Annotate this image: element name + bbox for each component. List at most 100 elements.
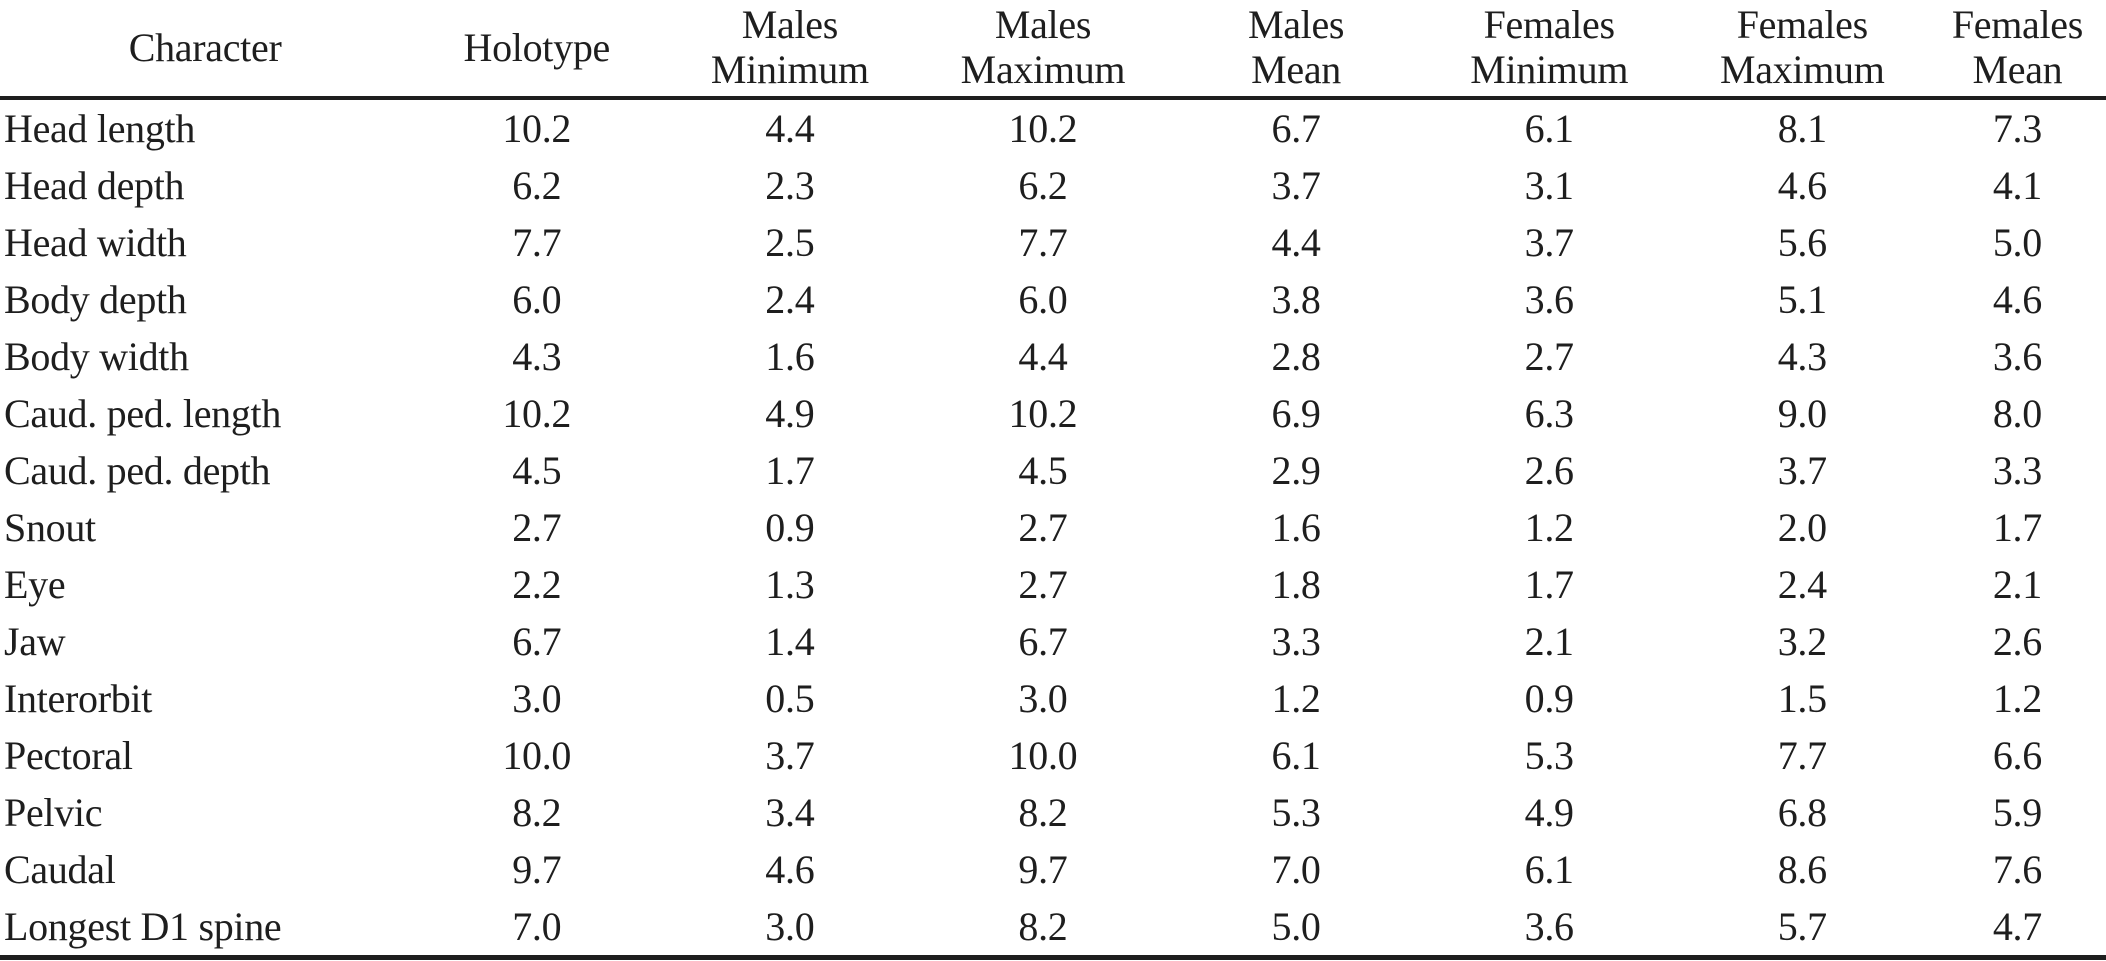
value-cell: 8.2 xyxy=(916,898,1170,960)
value-cell: 1.7 xyxy=(765,447,815,493)
value-cell: 4.7 xyxy=(1928,898,2106,960)
character-cell: Caud. ped. length xyxy=(4,390,282,436)
value-cell: 2.1 xyxy=(1524,618,1574,664)
value-cell: 6.9 xyxy=(1271,390,1321,436)
col-header-females-minimum: Females Minimum xyxy=(1422,0,1676,100)
value-cell: 2.3 xyxy=(765,162,815,208)
value-cell: 1.6 xyxy=(1271,504,1321,550)
value-cell: 1.6 xyxy=(765,333,815,379)
value-cell: 5.0 xyxy=(1169,898,1423,960)
table-row: Interorbit 3.0 0.5 3.0 1.2 0.9 1.5 1.2 xyxy=(0,670,2106,727)
value-cell: 6.7 xyxy=(1018,618,1068,664)
value-cell: 2.4 xyxy=(1777,561,1827,607)
value-cell: 4.6 xyxy=(765,846,815,892)
table-row: Head width 7.7 2.5 7.7 4.4 3.7 5.6 5.0 xyxy=(0,214,2106,271)
table-row: Head length 10.2 4.4 10.2 6.7 6.1 8.1 7.3 xyxy=(0,98,2106,157)
value-cell: 1.2 xyxy=(1271,675,1321,721)
value-cell: 8.2 xyxy=(1018,789,1068,835)
value-cell: 2.7 xyxy=(512,504,562,550)
table-row: Caud. ped. depth 4.5 1.7 4.5 2.9 2.6 3.7 3.3 xyxy=(0,442,2106,499)
col-header-holotype: Holotype xyxy=(410,0,664,100)
value-cell: 10.2 xyxy=(1008,105,1078,151)
value-cell: 3.7 xyxy=(765,732,815,778)
value-cell: 7.7 xyxy=(1018,219,1068,265)
value-cell: 1.2 xyxy=(1992,675,2042,721)
table-row: Jaw 6.7 1.4 6.7 3.3 2.1 3.2 2.6 xyxy=(0,613,2106,670)
table-header: Character Holotype Males Minimum Males M… xyxy=(0,0,2106,100)
character-cell: Head depth xyxy=(4,162,185,208)
value-cell: 2.5 xyxy=(765,219,815,265)
character-cell: Caudal xyxy=(4,846,116,892)
value-cell: 4.6 xyxy=(1992,276,2042,322)
table-row: Caudal 9.7 4.6 9.7 7.0 6.1 8.6 7.6 xyxy=(0,841,2106,898)
value-cell: 7.7 xyxy=(1777,732,1827,778)
value-cell: 3.7 xyxy=(1271,162,1321,208)
value-cell: 6.7 xyxy=(512,618,562,664)
value-cell: 0.9 xyxy=(1524,675,1574,721)
value-cell: 3.3 xyxy=(1271,618,1321,664)
value-cell: 4.4 xyxy=(1018,333,1068,379)
value-cell: 1.2 xyxy=(1524,504,1574,550)
table-row: Caud. ped. length 10.2 4.9 10.2 6.9 6.3 9.0 8.0 xyxy=(0,385,2106,442)
character-cell: Head width xyxy=(4,219,187,265)
value-cell: 5.3 xyxy=(1271,789,1321,835)
value-cell: 6.3 xyxy=(1524,390,1574,436)
value-cell: 9.7 xyxy=(512,846,562,892)
value-cell: 2.1 xyxy=(1992,561,2042,607)
character-cell: Snout xyxy=(4,504,96,550)
value-cell: 3.7 xyxy=(1524,219,1574,265)
value-cell: 2.7 xyxy=(1018,504,1068,550)
table-body: Head length 10.2 4.4 10.2 6.7 6.1 8.1 7.3 Head d… xyxy=(0,98,2106,960)
value-cell: 1.5 xyxy=(1777,675,1827,721)
value-cell: 7.3 xyxy=(1992,105,2042,151)
table-row: Snout 2.7 0.9 2.7 1.6 1.2 2.0 1.7 xyxy=(0,499,2106,556)
table-row: Head depth 6.2 2.3 6.2 3.7 3.1 4.6 4.1 xyxy=(0,157,2106,214)
value-cell: 10.2 xyxy=(1008,390,1078,436)
value-cell: 3.8 xyxy=(1271,276,1321,322)
col-header-males-mean: Males Mean xyxy=(1169,0,1423,100)
character-cell: Caud. ped. depth xyxy=(4,447,271,493)
value-cell: 1.7 xyxy=(1524,561,1574,607)
value-cell: 6.0 xyxy=(512,276,562,322)
header-row: Character Holotype Males Minimum Males M… xyxy=(0,0,2106,100)
col-header-females-mean: Females Mean xyxy=(1928,0,2106,100)
value-cell: 3.1 xyxy=(1524,162,1574,208)
col-header-females-maximum: Females Maximum xyxy=(1675,0,1929,100)
value-cell: 1.7 xyxy=(1992,504,2042,550)
value-cell: 2.2 xyxy=(512,561,562,607)
value-cell: 9.0 xyxy=(1777,390,1827,436)
value-cell: 3.0 xyxy=(512,675,562,721)
value-cell: 2.6 xyxy=(1524,447,1574,493)
value-cell: 6.0 xyxy=(1018,276,1068,322)
value-cell: 6.2 xyxy=(1018,162,1068,208)
value-cell: 4.1 xyxy=(1992,162,2042,208)
value-cell: 5.9 xyxy=(1992,789,2042,835)
character-cell: Jaw xyxy=(4,618,66,664)
value-cell: 4.4 xyxy=(765,105,815,151)
value-cell: 4.3 xyxy=(512,333,562,379)
value-cell: 3.6 xyxy=(1524,276,1574,322)
value-cell: 6.8 xyxy=(1777,789,1827,835)
value-cell: 4.4 xyxy=(1271,219,1321,265)
value-cell: 10.0 xyxy=(502,732,572,778)
value-cell: 3.6 xyxy=(1992,333,2042,379)
value-cell: 3.6 xyxy=(1422,898,1676,960)
character-cell: Longest D1 spine xyxy=(0,898,411,960)
value-cell: 8.0 xyxy=(1992,390,2042,436)
value-cell: 6.1 xyxy=(1271,732,1321,778)
value-cell: 2.4 xyxy=(765,276,815,322)
value-cell: 7.0 xyxy=(1271,846,1321,892)
value-cell: 3.7 xyxy=(1777,447,1827,493)
value-cell: 10.0 xyxy=(1008,732,1078,778)
value-cell: 4.6 xyxy=(1777,162,1827,208)
value-cell: 6.7 xyxy=(1271,105,1321,151)
value-cell: 7.6 xyxy=(1992,846,2042,892)
value-cell: 10.2 xyxy=(502,390,572,436)
character-cell: Body depth xyxy=(4,276,187,322)
value-cell: 6.6 xyxy=(1992,732,2042,778)
table-row: Body depth 6.0 2.4 6.0 3.8 3.6 5.1 4.6 xyxy=(0,271,2106,328)
value-cell: 0.9 xyxy=(765,504,815,550)
table-row: Longest D1 spine 7.0 3.0 8.2 5.0 3.6 5.7 4.7 xyxy=(0,898,2106,960)
value-cell: 3.0 xyxy=(663,898,917,960)
table-row: Body width 4.3 1.6 4.4 2.8 2.7 4.3 3.6 xyxy=(0,328,2106,385)
